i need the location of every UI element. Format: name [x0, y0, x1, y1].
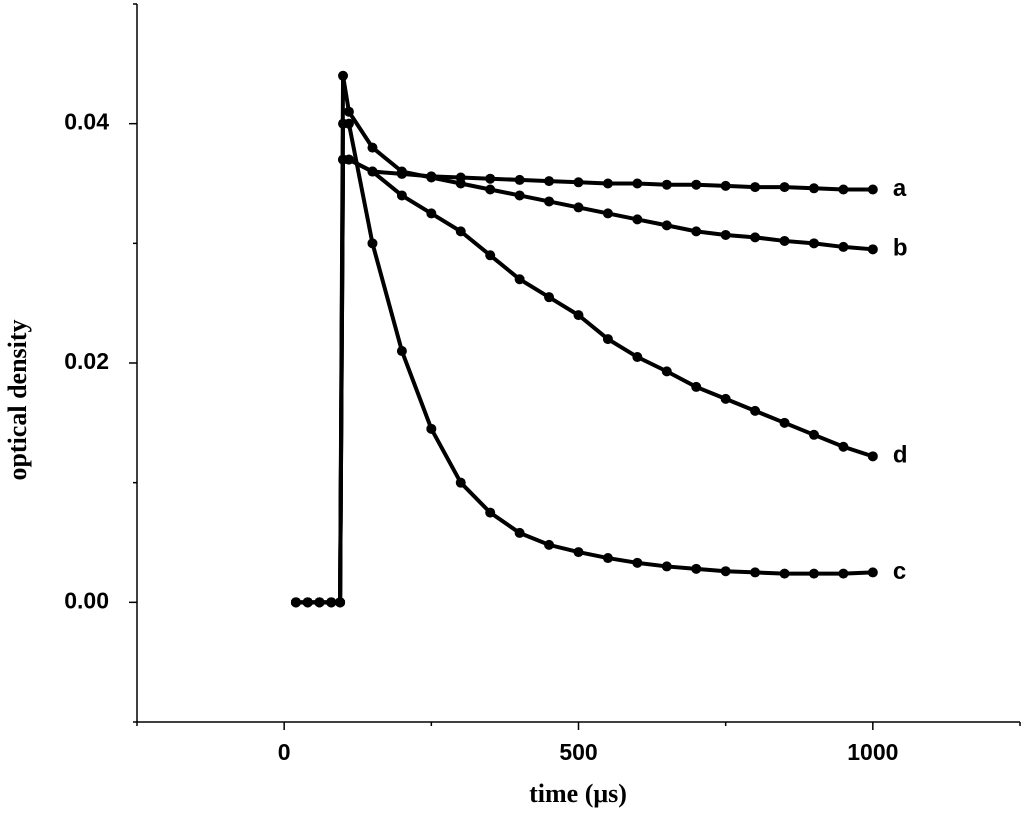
- data-point: [544, 196, 555, 207]
- x-tick-label: 500: [559, 739, 597, 765]
- y-tick-label: 0.00: [64, 587, 109, 613]
- data-point: [602, 178, 613, 189]
- y-axis-title: optical density: [3, 319, 32, 480]
- series-label: c: [893, 558, 906, 585]
- data-point: [691, 179, 702, 190]
- data-point: [302, 597, 313, 608]
- data-point: [338, 70, 349, 81]
- data-point: [779, 235, 790, 246]
- data-point: [455, 178, 466, 189]
- data-point: [632, 178, 643, 189]
- data-point: [396, 166, 407, 177]
- data-point: [779, 568, 790, 579]
- data-point: [426, 208, 437, 219]
- data-point: [544, 292, 555, 303]
- data-point: [632, 214, 643, 225]
- series-label: d: [893, 442, 908, 469]
- data-point: [544, 176, 555, 187]
- data-point: [720, 229, 731, 240]
- data-point: [838, 184, 849, 195]
- x-axis-title: time (μs): [529, 779, 627, 808]
- data-point: [808, 238, 819, 249]
- data-point: [779, 417, 790, 428]
- data-point: [485, 173, 496, 184]
- data-point: [808, 568, 819, 579]
- series-line: [295, 157, 873, 605]
- data-point: [808, 429, 819, 440]
- data-point: [396, 346, 407, 357]
- data-point: [867, 244, 878, 255]
- y-tick-label: 0.02: [64, 348, 109, 374]
- data-point: [691, 226, 702, 237]
- y-tick-label: 0.04: [64, 109, 109, 135]
- data-point: [691, 381, 702, 392]
- data-point: [514, 190, 525, 201]
- data-point: [750, 567, 761, 578]
- data-point: [691, 563, 702, 574]
- data-point: [661, 220, 672, 231]
- data-point: [602, 553, 613, 564]
- data-point: [396, 190, 407, 201]
- data-point: [602, 208, 613, 219]
- data-point: [485, 507, 496, 518]
- data-point: [838, 441, 849, 452]
- data-point: [455, 477, 466, 488]
- data-point: [485, 250, 496, 261]
- data-point: [290, 597, 301, 608]
- x-tick-label: 0: [278, 739, 291, 765]
- data-point: [455, 226, 466, 237]
- series-label: a: [893, 175, 907, 202]
- data-point: [867, 567, 878, 578]
- data-point: [343, 106, 354, 117]
- data-point: [326, 597, 337, 608]
- data-point: [426, 423, 437, 434]
- data-point: [750, 405, 761, 416]
- data-point: [661, 179, 672, 190]
- data-point: [867, 184, 878, 195]
- data-point: [573, 547, 584, 558]
- data-point: [485, 184, 496, 195]
- data-point: [514, 274, 525, 285]
- data-point: [314, 597, 325, 608]
- data-point: [779, 182, 790, 193]
- data-point: [750, 182, 761, 193]
- data-point: [661, 561, 672, 572]
- series-line: [295, 75, 873, 605]
- data-point: [720, 566, 731, 577]
- data-point: [335, 597, 346, 608]
- data-point: [750, 232, 761, 243]
- data-point: [573, 177, 584, 188]
- series-line: [295, 121, 873, 605]
- data-point: [661, 366, 672, 377]
- data-point: [838, 568, 849, 579]
- data-point: [573, 310, 584, 321]
- data-point: [808, 183, 819, 194]
- data-point: [343, 118, 354, 129]
- series-line: [295, 157, 874, 605]
- data-point: [720, 393, 731, 404]
- data-point: [426, 172, 437, 183]
- data-point: [720, 180, 731, 191]
- data-point: [367, 166, 378, 177]
- data-point: [514, 527, 525, 538]
- data-point: [514, 174, 525, 185]
- data-point: [343, 154, 354, 165]
- data-point: [544, 539, 555, 550]
- data-point: [838, 241, 849, 252]
- data-point: [602, 334, 613, 345]
- data-point: [367, 238, 378, 249]
- series-label: b: [893, 235, 908, 262]
- data-point: [367, 142, 378, 153]
- data-point: [867, 451, 878, 462]
- data-point: [632, 557, 643, 568]
- data-point: [573, 202, 584, 213]
- data-point: [632, 352, 643, 363]
- x-tick-label: 1000: [847, 739, 898, 765]
